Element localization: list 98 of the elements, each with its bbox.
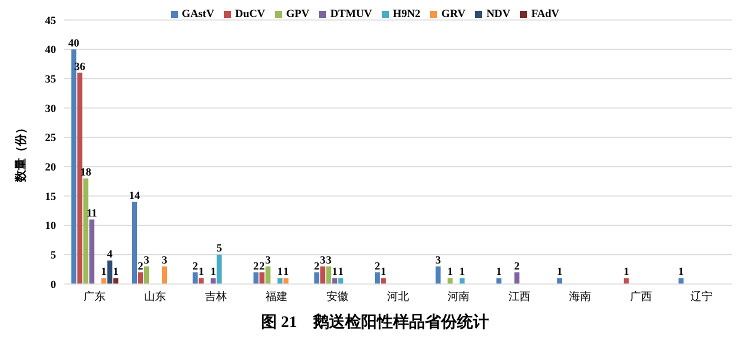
bar: [253, 272, 258, 284]
y-axis-title: 数量（份）: [13, 122, 28, 183]
x-tick-label: 海南: [569, 290, 592, 303]
data-label: 3: [144, 254, 150, 266]
data-label: 3: [162, 254, 168, 266]
legend-label: DTMUV: [330, 8, 372, 20]
data-label: 2: [192, 260, 198, 272]
legend-label: H9N2: [392, 8, 420, 20]
bar: [320, 266, 326, 284]
bar: [332, 278, 338, 284]
y-tick-label: 10: [45, 220, 56, 232]
data-label: 1: [332, 266, 338, 278]
bar: [259, 272, 264, 284]
bar: [192, 272, 198, 284]
bar: [162, 266, 168, 284]
data-label: 1: [556, 266, 562, 278]
y-tick-label: 15: [45, 190, 56, 203]
data-label: 2: [314, 260, 320, 272]
x-tick-label: 安徽: [326, 290, 348, 303]
bar: [557, 278, 562, 284]
y-tick-label: 20: [45, 162, 56, 174]
data-label: 1: [283, 266, 289, 278]
data-label: 4: [107, 248, 114, 261]
bar: [132, 202, 138, 284]
bar: [678, 278, 684, 284]
bar: [265, 266, 270, 284]
data-label: 1: [277, 266, 283, 278]
x-tick-label: 辽宁: [690, 290, 713, 303]
y-tick-label: 0: [50, 278, 56, 291]
data-label: 2: [138, 260, 144, 272]
bar: [83, 178, 88, 284]
data-label: 2: [374, 260, 381, 272]
bar: [326, 266, 332, 284]
data-label: 1: [101, 266, 107, 278]
data-label: 2: [253, 260, 260, 272]
data-label: 2: [259, 260, 266, 272]
data-label: 1: [210, 266, 216, 278]
bar: [436, 266, 441, 284]
bar: [448, 278, 453, 284]
bar: [374, 272, 380, 284]
bar: [138, 272, 144, 284]
bar: [77, 72, 82, 284]
bar: [71, 49, 76, 284]
data-label: 1: [380, 266, 386, 278]
legend-label: GPV: [286, 8, 310, 20]
bar: [89, 219, 94, 284]
x-tick-label: 广东: [83, 290, 106, 303]
x-tick-label: 福建: [266, 290, 288, 303]
data-label: 1: [624, 266, 630, 278]
bar: [460, 278, 465, 284]
data-label: 1: [198, 266, 204, 278]
data-label: 1: [338, 266, 344, 278]
legend-label: GAstV: [182, 8, 214, 20]
bar: [113, 278, 118, 284]
data-label: 40: [68, 37, 80, 50]
bar: [496, 278, 502, 284]
x-tick-label: 江西: [508, 290, 530, 303]
y-tick-label: 5: [50, 250, 56, 262]
data-label: 3: [435, 254, 442, 266]
x-tick-label: 河南: [448, 290, 470, 303]
bar: [277, 278, 282, 284]
bar: [624, 278, 629, 284]
data-label: 3: [326, 254, 332, 266]
y-tick-label: 35: [45, 74, 56, 86]
y-tick-label: 40: [45, 44, 56, 56]
bar: [338, 278, 344, 284]
x-tick-label: 河北: [387, 290, 409, 303]
legend-label: GRV: [441, 8, 466, 20]
legend-label: NDV: [486, 8, 510, 20]
data-label: 14: [129, 190, 141, 202]
bar: [198, 278, 204, 284]
bar: [314, 272, 320, 284]
data-label: 1: [113, 266, 119, 278]
data-label: 2: [514, 260, 520, 272]
data-label: 3: [320, 254, 326, 266]
data-label: 3: [265, 254, 272, 266]
x-tick-label: 吉林: [204, 290, 227, 303]
y-tick-label: 25: [45, 132, 56, 144]
bar: [107, 260, 112, 284]
bar: [216, 254, 222, 284]
x-tick-label: 广西: [630, 290, 652, 303]
bar: [380, 278, 386, 284]
y-tick-label: 45: [45, 14, 56, 27]
y-tick-label: 30: [45, 102, 56, 115]
data-label: 1: [459, 266, 465, 278]
bar: [144, 266, 150, 284]
text: 图 21 鹅送检阳性样品省份统计: [260, 312, 490, 333]
bar: [101, 278, 106, 284]
data-label: 1: [447, 266, 453, 278]
data-label: 1: [496, 266, 502, 278]
legend-label: FAdV: [531, 8, 560, 20]
x-tick-label: 山东: [144, 290, 166, 303]
bar: [514, 272, 520, 284]
data-label: 1: [678, 266, 684, 278]
legend-label: DuCV: [235, 8, 266, 20]
bar: [210, 278, 216, 284]
data-label: 5: [216, 242, 222, 255]
bar: [283, 278, 288, 284]
